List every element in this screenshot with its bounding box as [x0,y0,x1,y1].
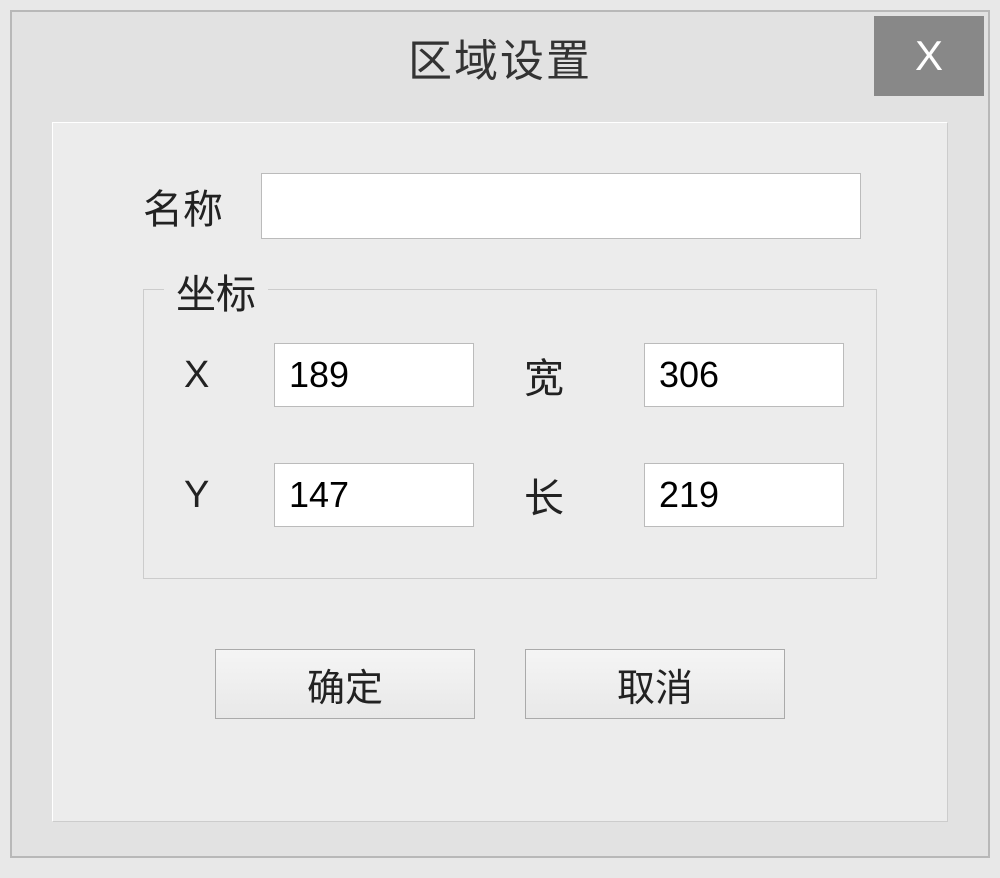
content-panel: 名称 坐标 X 宽 Y 长 确定 取消 [52,122,948,822]
y-input[interactable] [274,463,474,527]
length-label: 长 [524,466,614,524]
button-row: 确定 取消 [103,649,897,719]
width-label: 宽 [524,346,614,404]
name-label: 名称 [143,177,233,235]
region-settings-dialog: 区域设置 X 名称 坐标 X 宽 Y 长 确定 取消 [10,10,990,858]
name-row: 名称 [103,173,897,239]
x-input[interactable] [274,343,474,407]
close-button[interactable]: X [874,16,984,96]
length-input[interactable] [644,463,844,527]
x-label: X [184,354,244,397]
y-label: Y [184,474,244,517]
width-input[interactable] [644,343,844,407]
close-icon: X [915,32,943,80]
title-bar: 区域设置 X [12,12,988,102]
cancel-button[interactable]: 取消 [525,649,785,719]
coords-fieldset: 坐标 X 宽 Y 长 [143,289,877,579]
dialog-title: 区域设置 [408,25,592,89]
coords-grid: X 宽 Y 长 [184,340,836,530]
coords-legend: 坐标 [164,262,268,320]
ok-button[interactable]: 确定 [215,649,475,719]
name-input[interactable] [261,173,861,239]
